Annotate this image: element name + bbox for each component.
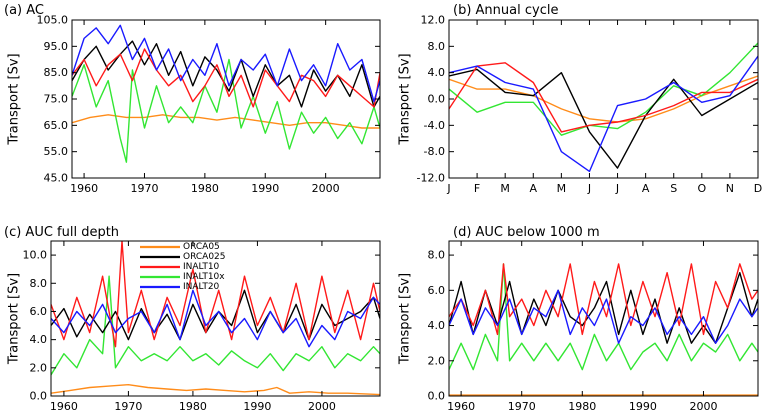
- y-tick-label: 105.0: [37, 14, 69, 27]
- y-axis-label: Transport [Sv]: [398, 53, 413, 145]
- series-line-inalt10: [51, 241, 380, 348]
- y-tick-label: -4.0: [424, 119, 445, 132]
- x-tick-label: J: [615, 182, 619, 195]
- x-tick-label: 2000: [689, 400, 717, 413]
- series-group: [449, 42, 758, 173]
- series-line-orca025: [449, 272, 758, 344]
- x-tick-label: 1980: [191, 182, 219, 195]
- y-tick-label: 0.0: [30, 390, 48, 403]
- x-tick-label: O: [697, 182, 706, 195]
- y-tick-label: 75.0: [44, 93, 69, 106]
- panel-title: (b) Annual cycle: [453, 3, 558, 18]
- y-tick-label: 65.0: [44, 119, 69, 132]
- series-group: [449, 263, 758, 396]
- series-line-inalt10x: [449, 263, 758, 371]
- plot-frame: [50, 240, 381, 397]
- panel-title: (c) AUC full depth: [4, 225, 119, 240]
- x-tick-label: 1960: [50, 400, 78, 413]
- y-tick-label: 55.0: [44, 145, 69, 158]
- y-tick-label: 4.0: [428, 66, 446, 79]
- x-tick-label: M: [557, 182, 567, 195]
- x-tick-label: 1960: [70, 182, 98, 195]
- y-tick-label: 8.0: [30, 277, 48, 290]
- y-tick-label: 4.0: [428, 319, 446, 332]
- y-tick-label: 2.0: [428, 354, 446, 367]
- x-tick-label: A: [642, 182, 650, 195]
- x-tick-label: N: [726, 182, 734, 195]
- series-group: [51, 241, 380, 396]
- series-line-orca025: [72, 40, 380, 108]
- x-tick-label: 1990: [251, 182, 279, 195]
- panel-b: (b) Annual cycle Transport [Sv] -12.0 -8.0 -…: [398, 3, 763, 195]
- series-line-inalt10: [72, 48, 380, 108]
- panel-d: (d) AUC below 1000 m Transport [Sv] 0.0 2.0…: [398, 225, 759, 413]
- y-tick-label: 6.0: [428, 284, 446, 297]
- series-line-orca05: [449, 75, 758, 123]
- x-tick-label: 2000: [312, 182, 340, 195]
- y-axis-label: Transport [Sv]: [7, 53, 22, 145]
- y-axis-label: Transport [Sv]: [7, 273, 22, 365]
- series-line-inalt20: [449, 289, 758, 344]
- x-tick-label: 1990: [243, 400, 271, 413]
- series-line-inalt10x: [72, 58, 380, 163]
- y-tick-label: 0.0: [428, 93, 446, 106]
- series-line-inalt10: [449, 62, 758, 133]
- x-tick-label: 1990: [629, 400, 657, 413]
- y-tick-label: 10.0: [23, 249, 48, 262]
- y-tick-label: 12.0: [421, 14, 446, 27]
- y-tick-label: 6.0: [30, 305, 48, 318]
- series-line-inalt10x: [51, 275, 380, 376]
- series-line-inalt20: [449, 55, 758, 173]
- x-tick-label: M: [500, 182, 510, 195]
- x-tick-label: 1970: [130, 182, 158, 195]
- x-tick-label: 1960: [447, 400, 475, 413]
- y-tick-label: 85.0: [44, 66, 69, 79]
- series-group: [72, 24, 380, 163]
- panel-c: (c) AUC full depth Transport [Sv] 0.0 2.0 4.…: [4, 225, 381, 413]
- y-tick-label: 4.0: [30, 333, 48, 346]
- y-tick-label: 2.0: [30, 361, 48, 374]
- x-tick-label: J: [446, 182, 450, 195]
- y-tick-label: 45.0: [44, 172, 69, 185]
- y-tick-label: -8.0: [424, 145, 445, 158]
- legend-label-orca025: ORCA025: [183, 252, 226, 262]
- series-line-inalt20: [51, 289, 380, 348]
- y-tick-label: 95.0: [44, 40, 69, 53]
- plot-frame: [71, 19, 381, 179]
- plot-frame: [448, 240, 759, 397]
- legend-label-inalt10x: INALT10x: [183, 272, 225, 282]
- series-line-inalt20: [72, 24, 380, 103]
- panel-a: (a) AC Transport [Sv] 45.0 55.0 65.0 75.0 85.0…: [4, 3, 381, 195]
- legend-label-inalt10: INALT10: [183, 262, 220, 272]
- legend-label-orca05: ORCA05: [183, 242, 220, 252]
- y-axis-label: Transport [Sv]: [398, 273, 413, 365]
- x-tick-label: 1970: [114, 400, 142, 413]
- x-tick-label: 2000: [308, 400, 336, 413]
- x-tick-label: 1980: [568, 400, 596, 413]
- panel-title: (a) AC: [4, 3, 44, 18]
- series-line-orca05: [51, 384, 380, 396]
- panel-title: (d) AUC below 1000 m: [453, 225, 600, 240]
- y-tick-label: -12.0: [417, 172, 445, 185]
- x-tick-label: 1970: [508, 400, 536, 413]
- y-tick-label: 8.0: [428, 249, 446, 262]
- x-tick-label: F: [474, 182, 480, 195]
- plot-frame: [448, 19, 759, 179]
- legend-label-inalt20: INALT20: [183, 282, 220, 292]
- y-tick-label: 0.0: [428, 390, 446, 403]
- x-tick-label: A: [530, 182, 538, 195]
- x-tick-label: D: [754, 182, 762, 195]
- x-tick-label: J: [587, 182, 591, 195]
- y-tick-label: 8.0: [428, 40, 446, 53]
- series-line-inalt10: [449, 263, 758, 336]
- x-tick-label: S: [670, 182, 677, 195]
- series-line-orca025: [449, 68, 758, 169]
- x-tick-label: 1980: [179, 400, 207, 413]
